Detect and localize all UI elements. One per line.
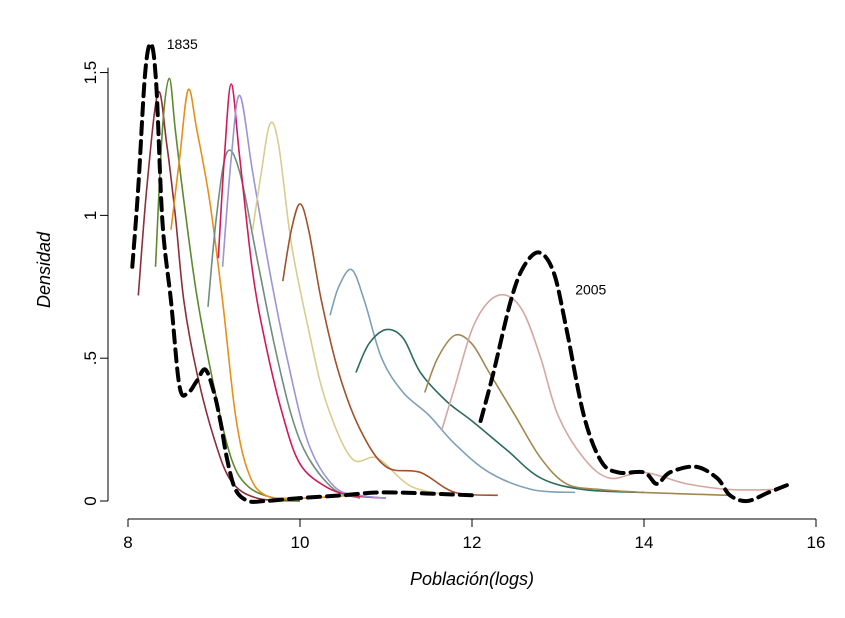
annotation-layer: 1835 2005 [167,36,607,298]
series-line [329,268,576,494]
series-line [423,333,731,497]
series-line [154,77,301,502]
y-tick-label: 0 [81,496,100,505]
series-line [130,41,474,504]
x-axis: 8 10 12 14 16 [123,518,826,552]
x-tick-label: 16 [807,533,826,552]
y-tick-label: .5 [81,351,100,365]
series-line [282,203,498,497]
y-axis-title: Densidad [34,231,54,308]
annotation-label: 1835 [167,36,198,52]
y-tick-label: 1 [81,211,100,220]
y-tick-label: 1.5 [81,61,100,85]
series-line [441,293,774,491]
series-line [221,94,387,499]
annotation-label: 2005 [575,282,606,298]
x-axis-title: Población(logs) [410,569,534,589]
x-tick-label: 10 [291,533,310,552]
series-line [207,149,361,499]
series-line [217,83,387,499]
series-line [478,250,793,504]
x-tick-label: 12 [463,533,482,552]
series-line [251,121,455,497]
series-line [355,328,645,494]
x-tick-label: 8 [123,533,132,552]
y-axis: 0 .5 1 1.5 [81,61,109,506]
x-tick-label: 14 [635,533,654,552]
series-line [170,88,352,500]
series-layer [130,41,793,504]
